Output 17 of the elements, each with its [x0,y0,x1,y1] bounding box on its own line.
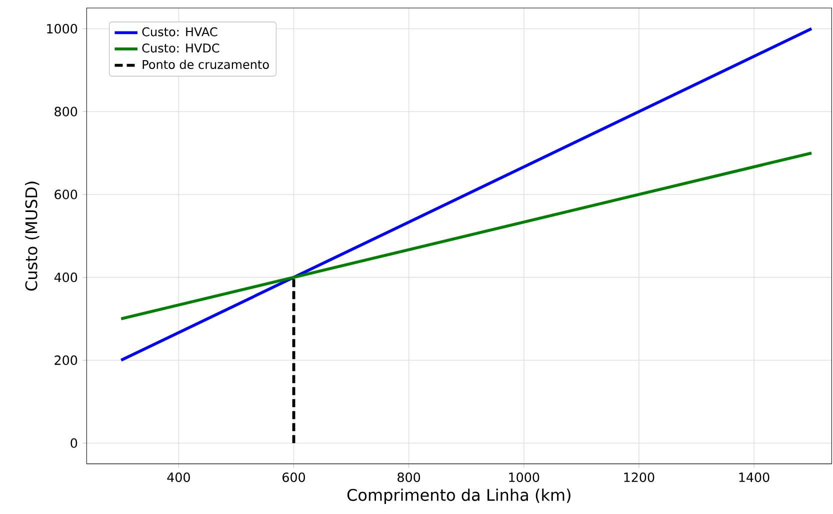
y-tick-label: 1000 [47,24,78,34]
x-tick-label: 400 [167,472,190,482]
y-axis-title: Custo (MUSD) [24,181,40,290]
x-tick-label: 1000 [509,472,540,482]
y-tick-label: 800 [54,106,78,116]
x-tick-label: 800 [398,472,420,482]
y-tick-label: 0 [70,438,78,448]
x-tick-label: 1200 [624,472,654,482]
y-tick-label: 200 [54,355,78,365]
y-tick-label: 600 [54,189,78,200]
x-tick-label: 1400 [739,472,770,482]
legend-label: Custo: HVDC [142,43,220,52]
x-tick-label: 600 [282,472,305,482]
y-tick-label: 400 [54,272,78,282]
x-axis-title: Comprimento da Linha (km) [347,488,570,504]
legend-label: Ponto de cruzamento [142,60,269,69]
legend-label: Custo: HVAC [142,27,218,36]
